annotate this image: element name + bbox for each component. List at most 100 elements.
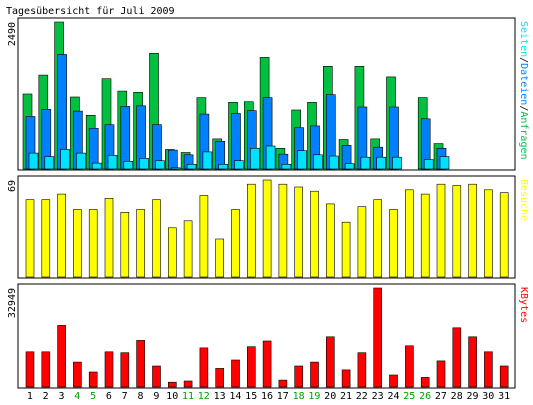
- bar-kbytes-day-14: [231, 359, 240, 388]
- bar-besuche-day-6: [104, 198, 114, 278]
- bar-kbytes-day-23: [373, 287, 383, 388]
- bar-besuche-day-11: [183, 220, 193, 278]
- bar-kbytes-day-18: [294, 365, 304, 388]
- bar-kbytes-day-31: [499, 365, 509, 388]
- bar-kbytes-day-9: [152, 365, 161, 388]
- bar-besuche-day-7: [120, 212, 130, 278]
- bar-seiten-day-4: [76, 152, 86, 170]
- bar-besuche-day-21: [341, 221, 351, 278]
- bar-besuche-day-1: [25, 199, 35, 278]
- hits-legend-part: Dateien: [518, 63, 529, 105]
- day-label-31: 31: [498, 391, 510, 402]
- bar-seiten-day-3: [60, 149, 70, 170]
- bar-kbytes-day-11: [183, 380, 193, 388]
- bar-kbytes-day-12: [199, 347, 209, 388]
- day-label-17: 17: [277, 391, 289, 402]
- bar-seiten-day-15: [250, 148, 260, 170]
- bar-kbytes-day-8: [136, 340, 145, 388]
- day-label-28: 28: [451, 391, 463, 402]
- bar-seiten-day-2: [44, 156, 55, 170]
- day-label-6: 6: [106, 391, 112, 402]
- bar-kbytes-day-10: [168, 381, 177, 388]
- bar-besuche-day-17: [278, 183, 288, 278]
- bar-besuche-day-16: [262, 179, 272, 278]
- day-label-9: 9: [153, 391, 159, 402]
- visits-max-label: 69: [7, 180, 18, 192]
- bar-seiten-day-12: [202, 151, 213, 170]
- bar-seiten-day-17: [281, 164, 292, 170]
- day-label-10: 10: [166, 391, 178, 402]
- bar-kbytes-day-20: [325, 336, 335, 388]
- day-label-25: 25: [403, 391, 415, 402]
- day-label-18: 18: [293, 391, 305, 402]
- bar-seiten-day-23: [376, 156, 387, 170]
- hits-legend-part: /: [518, 57, 529, 63]
- bar-seiten-day-27: [439, 156, 450, 170]
- bar-besuche-day-14: [231, 209, 240, 278]
- day-label-29: 29: [466, 391, 478, 402]
- bar-besuche-day-8: [136, 209, 145, 278]
- bar-besuche-day-4: [73, 209, 82, 278]
- day-label-22: 22: [356, 391, 368, 402]
- bar-kbytes-day-4: [73, 361, 82, 388]
- bar-dateien-day-7: [120, 106, 131, 170]
- bar-seiten-day-20: [328, 155, 339, 170]
- bar-kbytes-day-26: [420, 377, 430, 388]
- bar-seiten-day-13: [218, 164, 228, 170]
- kbytes-legend-part: KBytes: [518, 287, 529, 323]
- bar-kbytes-day-7: [120, 352, 130, 388]
- bar-besuche-day-31: [499, 192, 509, 278]
- kbytes-legend: KBytes: [518, 287, 529, 323]
- bar-seiten-day-26: [423, 159, 434, 170]
- hits-legend-part: Seiten: [518, 21, 529, 57]
- hits-panel: 2490 Seiten/Dateien/Anfragen: [7, 17, 529, 171]
- bar-besuche-day-30: [484, 189, 493, 278]
- bar-besuche-day-5: [88, 209, 98, 278]
- bar-seiten-day-24: [392, 156, 402, 170]
- day-label-26: 26: [419, 391, 431, 402]
- day-label-11: 11: [182, 391, 194, 402]
- bar-seiten-day-16: [265, 145, 276, 170]
- day-label-1: 1: [27, 391, 33, 402]
- hits-panel-frame: [17, 17, 516, 171]
- bar-besuche-day-27: [436, 183, 446, 278]
- day-label-4: 4: [74, 391, 80, 402]
- day-label-21: 21: [340, 391, 352, 402]
- hits-legend-part: /: [518, 105, 529, 111]
- visits-legend-part: Besuche: [518, 179, 529, 221]
- bar-seiten-day-11: [186, 164, 197, 170]
- visits-legend: Besuche: [518, 179, 529, 221]
- bar-seiten-day-22: [360, 156, 371, 170]
- day-label-14: 14: [229, 391, 241, 402]
- bar-kbytes-day-5: [88, 371, 98, 388]
- bar-kbytes-day-15: [247, 346, 256, 388]
- day-label-12: 12: [198, 391, 210, 402]
- day-label-5: 5: [90, 391, 96, 402]
- bar-seiten-day-21: [344, 163, 355, 170]
- hits-legend: Seiten/Dateien/Anfragen: [518, 21, 529, 160]
- bar-kbytes-day-17: [278, 379, 288, 388]
- day-label-19: 19: [308, 391, 320, 402]
- bar-besuche-day-20: [325, 203, 335, 278]
- bar-seiten-day-1: [28, 152, 39, 170]
- bar-besuche-day-9: [152, 199, 161, 278]
- bar-seiten-day-18: [297, 150, 308, 170]
- day-label-13: 13: [214, 391, 226, 402]
- bar-kbytes-day-28: [452, 327, 462, 388]
- bar-dateien-day-10: [168, 149, 178, 170]
- kbytes-max-label: 32949: [7, 288, 18, 318]
- bar-kbytes-day-25: [405, 345, 414, 388]
- bar-seiten-day-8: [139, 158, 149, 170]
- kbytes-panel-frame: [17, 283, 516, 389]
- chart-title: Tagesübersicht für Juli 2009: [6, 6, 175, 17]
- bar-kbytes-day-16: [262, 340, 272, 388]
- day-label-27: 27: [435, 391, 447, 402]
- bar-besuche-day-15: [247, 183, 256, 278]
- bar-seiten-day-10: [171, 167, 181, 170]
- bar-seiten-day-14: [234, 160, 244, 170]
- bar-besuche-day-29: [468, 183, 477, 278]
- day-label-24: 24: [387, 391, 399, 402]
- bar-besuche-day-13: [215, 238, 224, 278]
- bar-besuche-day-10: [168, 227, 177, 278]
- bar-kbytes-day-3: [57, 325, 66, 388]
